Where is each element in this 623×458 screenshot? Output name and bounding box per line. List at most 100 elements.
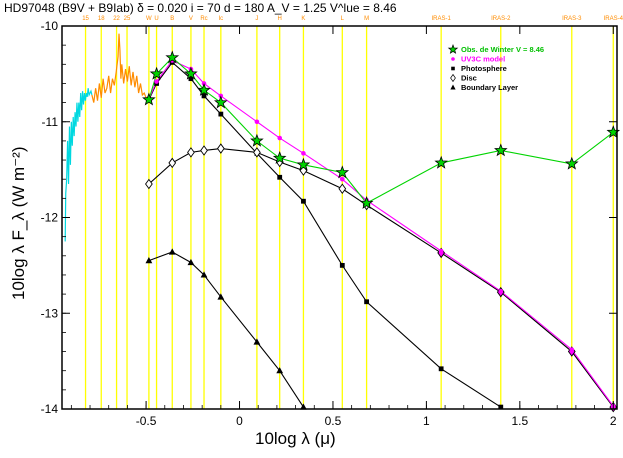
data-point-diamond (168, 157, 177, 169)
series-4 (148, 251, 304, 408)
band-label: IRAS-4 (604, 16, 623, 22)
y-tick-label: -12 (41, 211, 59, 225)
data-point-square (277, 174, 283, 180)
data-point-diamond (200, 145, 208, 156)
y-tick-label: -13 (41, 306, 59, 320)
data-point-square (201, 93, 207, 99)
y-tick-label: -14 (41, 402, 59, 416)
series-3 (148, 148, 614, 408)
legend-label: UV3C model (461, 55, 505, 64)
data-point-triangle (253, 338, 261, 345)
series-line (148, 148, 614, 408)
data-point-diamond (187, 147, 195, 158)
data-point-star (434, 155, 448, 169)
data-point-star (335, 165, 350, 179)
legend-label: Boundary Layer (461, 83, 518, 92)
spectrum-line (64, 88, 93, 242)
data-point-star (197, 83, 211, 96)
legend-item: Boundary Layer (450, 83, 518, 92)
data-point-star (359, 195, 374, 209)
data-point-square (301, 198, 306, 204)
data-point-diamond (253, 147, 261, 158)
data-point-star (142, 92, 156, 106)
band-label: 18 (98, 16, 105, 22)
legend-item: Photosphere (451, 64, 507, 73)
band-label: Ic (219, 16, 224, 22)
band-label: K (301, 16, 305, 22)
legend-label: Obs. de Winter V = 8.46 (461, 45, 544, 54)
series-markers-3 (145, 143, 618, 413)
x-tick-label: 2 (610, 414, 617, 428)
data-point-star (565, 156, 579, 170)
data-point-square (438, 366, 444, 372)
data-point-triangle (187, 258, 195, 266)
band-label: IRAS-2 (491, 16, 511, 22)
legend-item: Disc (450, 73, 477, 83)
data-point-triangle (217, 293, 225, 300)
data-point-star (214, 95, 228, 109)
data-point-dot (277, 135, 283, 141)
band-label: V (189, 16, 193, 22)
band-label: L (341, 16, 345, 22)
data-point-star (296, 157, 311, 171)
data-point-dot (301, 151, 306, 156)
data-point-star (184, 66, 198, 80)
data-point-dot (340, 176, 345, 182)
band-label: H (278, 16, 282, 22)
data-point-square (218, 111, 224, 117)
legend-label: Disc (461, 74, 477, 83)
data-point-dot (569, 347, 575, 352)
x-axis-label: 10log λ (μ) (255, 429, 336, 448)
data-point-dot (438, 248, 444, 254)
band-label: J (255, 16, 258, 22)
data-point-dot (498, 288, 504, 294)
x-tick-label: -0.5 (136, 414, 157, 428)
band-label: Rc (200, 16, 207, 22)
y-tick-label: -10 (41, 19, 59, 33)
data-point-diamond (338, 183, 347, 195)
series-markers-4 (145, 248, 307, 410)
series-line (148, 251, 304, 408)
band-label: IRAS-1 (431, 16, 451, 22)
data-point-square (188, 76, 194, 82)
data-point-dot (254, 119, 260, 125)
series-line (148, 61, 502, 408)
data-point-star (494, 143, 508, 157)
data-point-triangle (300, 403, 307, 410)
y-axis-label: 10log λ F_λ (W m⁻²) (9, 147, 28, 301)
band-label: B (170, 16, 174, 22)
data-point-triangle (276, 367, 284, 374)
data-point-star (149, 66, 164, 80)
legend-marker-star (447, 43, 459, 54)
data-point-triangle (200, 271, 208, 278)
plot-frame (61, 25, 618, 410)
spectrum-line (91, 33, 147, 103)
data-point-star (165, 50, 180, 64)
series-markers-2 (146, 59, 504, 410)
data-point-triangle (168, 248, 176, 255)
legend-marker-square (451, 66, 455, 71)
series-0 (148, 56, 614, 204)
series (142, 50, 621, 413)
legend-marker-diamond (450, 73, 456, 83)
legend-item: UV3C model (451, 55, 505, 64)
series-2 (148, 61, 502, 408)
band-label: 22 (113, 16, 120, 22)
data-point-triangle (145, 256, 153, 264)
x-tick-label: 1 (423, 414, 430, 428)
legend-marker-dot (451, 57, 455, 61)
legend-marker-triangle (450, 84, 456, 90)
y-tick-label: -11 (42, 115, 59, 129)
data-point-star (250, 133, 264, 147)
series-line (148, 56, 614, 204)
data-point-square (339, 262, 345, 268)
chart-title: HD97048 (B9V + B9Iab) δ = 0.020 i = 70 d… (4, 1, 397, 15)
band-label: 25 (124, 16, 131, 22)
spectra (64, 33, 147, 242)
data-point-square (364, 299, 369, 305)
band-label: U (154, 16, 158, 22)
band-label: M (364, 16, 369, 22)
series-markers-1 (146, 58, 616, 409)
